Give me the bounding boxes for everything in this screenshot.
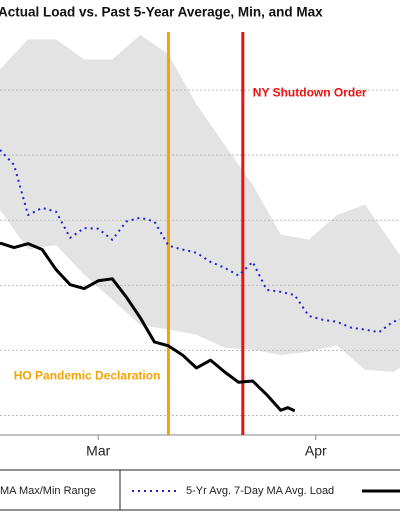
event-label: NY Shutdown Order [253, 86, 367, 100]
legend-label: MA Max/Min Range [0, 485, 96, 497]
legend-label: 5-Yr Avg. 7-Day MA Avg. Load [186, 485, 334, 497]
series-line [0, 241, 296, 413]
series-line [0, 149, 400, 334]
chart-title: Actual Load vs. Past 5-Year Average, Min… [0, 5, 323, 20]
event-label: HO Pandemic Declaration [14, 369, 161, 383]
x-tick-label: Mar [86, 443, 110, 459]
range-band [0, 34, 400, 372]
legend-box [119, 469, 400, 511]
x-tick-label: Apr [305, 443, 327, 459]
